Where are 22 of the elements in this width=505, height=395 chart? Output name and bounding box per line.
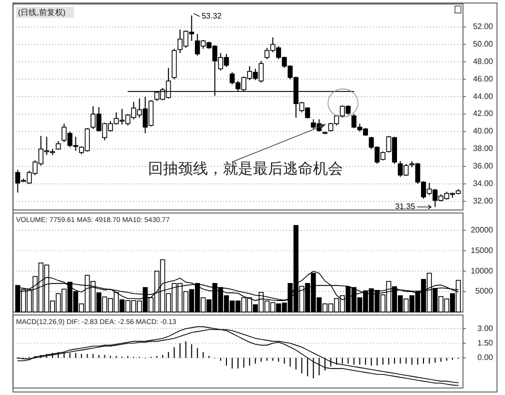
y-tick-label: 50.00 bbox=[472, 39, 494, 48]
chart-title: (日线,前复权) bbox=[18, 8, 66, 18]
y-tick-label: 0.00 bbox=[477, 352, 494, 362]
y-tick-label: 52.00 bbox=[472, 22, 494, 32]
y-tick-label: 3.00 bbox=[477, 324, 494, 333]
y-tick-label: 40.00 bbox=[472, 126, 494, 136]
y-tick-label: 5000 bbox=[475, 286, 494, 296]
y-tick-label: 32.00 bbox=[472, 196, 494, 206]
y-tick-label: 38.00 bbox=[472, 144, 494, 154]
annotation: 53.32 bbox=[202, 12, 222, 21]
y-tick-label: 15000 bbox=[470, 246, 494, 255]
annotation: 31.35 bbox=[395, 202, 416, 212]
y-tick-label: 36.00 bbox=[472, 162, 494, 171]
y-tick-label: 46.00 bbox=[472, 74, 494, 84]
y-tick-label: 34.00 bbox=[472, 178, 494, 188]
y-tick-label: 20000 bbox=[470, 225, 494, 234]
y-tick-label: 10000 bbox=[470, 266, 494, 276]
y-tick-label: 1.50 bbox=[477, 338, 494, 348]
annotation: 回抽颈线，就是最后逃命机会 bbox=[148, 160, 343, 178]
y-tick-label: 42.00 bbox=[472, 109, 494, 118]
y-tick-label: 44.00 bbox=[472, 92, 494, 101]
y-tick-label: 48.00 bbox=[472, 56, 494, 66]
